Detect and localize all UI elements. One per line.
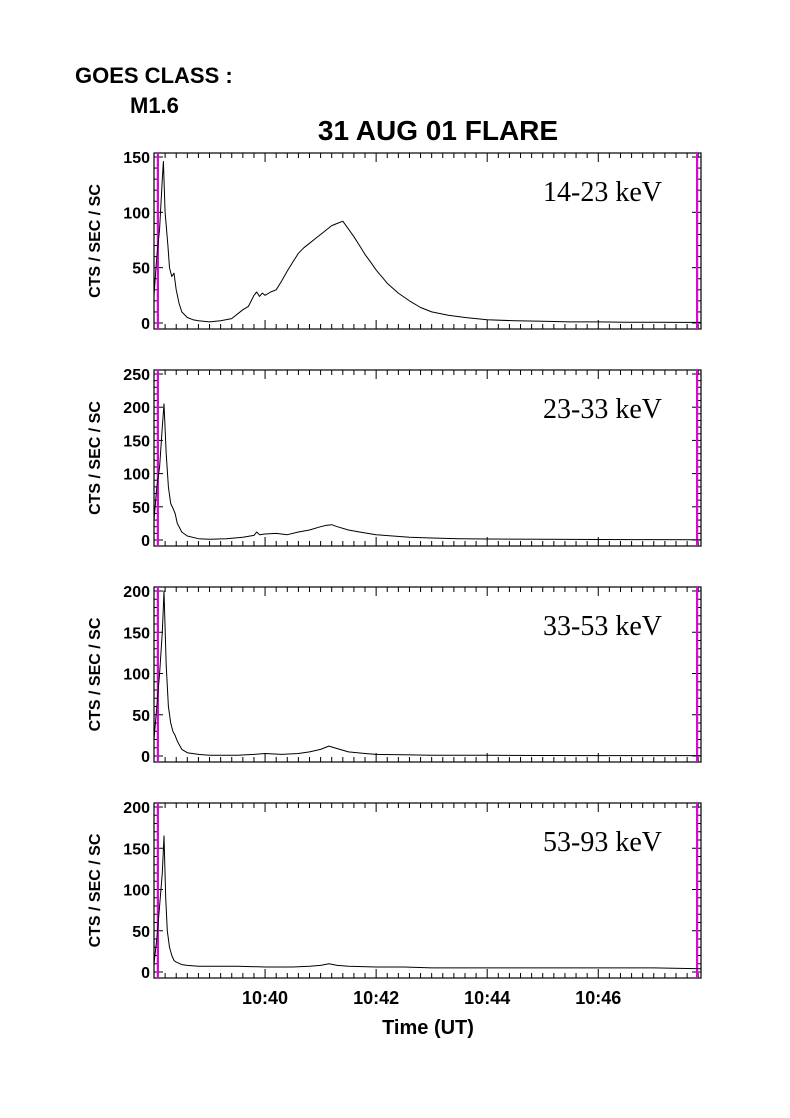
y-tick-label: 0 bbox=[141, 965, 150, 982]
energy-band-label: 53-93 keV bbox=[543, 827, 662, 858]
y-tick-label: 100 bbox=[123, 467, 150, 484]
panel-2: 0 50 100 150 200 250 CTS / SEC / SC 23-33 keV bbox=[87, 367, 702, 550]
y-tick-label: 0 bbox=[141, 533, 150, 550]
x-tick-label: 10:44 bbox=[464, 988, 510, 1008]
y-axis-label: CTS / SEC / SC bbox=[87, 617, 104, 731]
panel-frame bbox=[153, 586, 702, 763]
x-tick-label: 10:42 bbox=[353, 988, 399, 1008]
panel-1: 0 50 100 150 CTS / SEC / SC 14-23 keV bbox=[87, 150, 702, 333]
count-rate-line bbox=[153, 590, 701, 757]
x-tick-label: 10:40 bbox=[242, 988, 288, 1008]
y-axis-label: CTS / SEC / SC bbox=[87, 184, 104, 298]
y-tick-label: 250 bbox=[123, 367, 150, 384]
count-rate-line bbox=[153, 160, 701, 323]
y-tick-label: 100 bbox=[123, 883, 150, 900]
energy-band-label: 14-23 keV bbox=[543, 177, 662, 208]
y-tick-label: 50 bbox=[132, 261, 150, 278]
energy-band-label: 33-53 keV bbox=[543, 611, 662, 642]
x-tick-label: 10:46 bbox=[575, 988, 621, 1008]
y-tick-label: 150 bbox=[123, 150, 150, 167]
y-axis-label: CTS / SEC / SC bbox=[87, 833, 104, 947]
goes-class-label: GOES CLASS : bbox=[75, 63, 233, 88]
y-axis-label: CTS / SEC / SC bbox=[87, 401, 104, 515]
count-rate-line bbox=[153, 835, 702, 970]
y-tick-label: 200 bbox=[123, 400, 150, 417]
energy-band-label: 23-33 keV bbox=[543, 394, 662, 425]
y-tick-label: 100 bbox=[123, 667, 150, 684]
y-tick-label: 150 bbox=[123, 433, 150, 450]
y-tick-label: 50 bbox=[132, 708, 150, 725]
y-tick-label: 50 bbox=[132, 500, 150, 517]
y-tick-label: 100 bbox=[123, 205, 150, 222]
chart-title: 31 AUG 01 FLARE bbox=[318, 115, 558, 146]
y-tick-label: 150 bbox=[123, 625, 150, 642]
y-tick-label: 0 bbox=[141, 749, 150, 766]
x-axis-label: Time (UT) bbox=[382, 1017, 474, 1039]
count-rate-line bbox=[153, 403, 702, 541]
goes-class-value: M1.6 bbox=[130, 93, 179, 118]
panel-frame bbox=[153, 369, 702, 547]
y-tick-label: 0 bbox=[141, 316, 150, 333]
panel-frame bbox=[153, 152, 702, 330]
y-tick-label: 50 bbox=[132, 924, 150, 941]
y-tick-label: 150 bbox=[123, 841, 150, 858]
y-tick-label: 200 bbox=[123, 584, 150, 601]
panel-4: 0 50 100 150 200 CTS / SEC / SC 53-93 keV bbox=[87, 800, 702, 982]
y-tick-label: 200 bbox=[123, 800, 150, 817]
panel-frame bbox=[153, 802, 702, 979]
panel-3: 0 50 100 150 200 CTS / SEC / SC 33-53 keV bbox=[87, 584, 702, 766]
panels-group: 0 50 100 150 CTS / SEC / SC 14-23 keV 0 50 100 15… bbox=[87, 150, 702, 1008]
